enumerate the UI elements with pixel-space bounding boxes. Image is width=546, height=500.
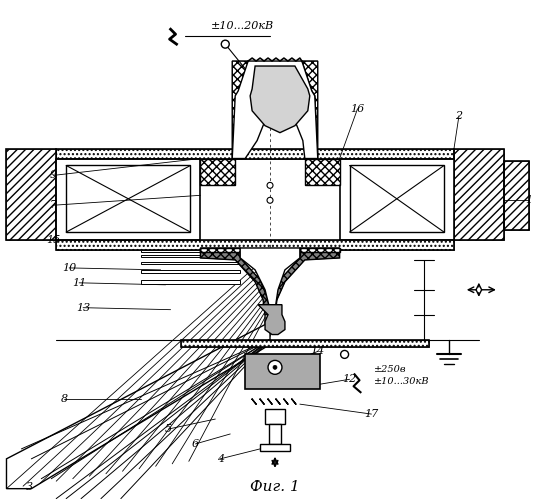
Polygon shape [340,158,454,240]
Polygon shape [141,270,240,273]
Polygon shape [302,61,318,158]
Text: 9: 9 [50,170,57,180]
Text: 8: 8 [61,394,68,404]
Polygon shape [245,354,320,389]
Text: 2: 2 [455,111,462,120]
Polygon shape [200,158,235,186]
Text: 3: 3 [26,482,33,492]
Polygon shape [141,280,240,284]
Polygon shape [300,248,340,252]
Text: 15: 15 [46,235,61,245]
Polygon shape [269,424,281,444]
Polygon shape [270,248,340,314]
Text: 5: 5 [165,424,172,434]
Polygon shape [141,250,240,252]
Text: 10: 10 [62,263,76,273]
Polygon shape [232,61,318,158]
Polygon shape [504,160,529,230]
Text: ±10...20кВ: ±10...20кВ [210,21,274,31]
Polygon shape [250,66,310,132]
Text: ±250в: ±250в [375,365,407,374]
Circle shape [267,182,273,188]
Text: 13: 13 [76,302,90,312]
Polygon shape [349,166,444,232]
Text: 16: 16 [351,104,365,114]
Polygon shape [258,304,285,334]
Text: 17: 17 [364,409,378,419]
Text: 4: 4 [217,454,224,464]
Polygon shape [260,444,290,451]
Polygon shape [240,248,300,310]
Circle shape [341,350,348,358]
Polygon shape [454,148,504,240]
Text: 11: 11 [72,278,86,288]
Polygon shape [56,158,200,240]
Polygon shape [141,262,240,264]
Circle shape [268,360,282,374]
Polygon shape [265,409,285,424]
Text: 1: 1 [525,196,532,205]
Polygon shape [7,255,270,488]
Polygon shape [56,240,454,250]
Circle shape [221,40,229,48]
Text: Фиг. 1: Фиг. 1 [250,480,300,494]
Polygon shape [232,61,248,158]
Polygon shape [7,148,56,240]
Text: 6: 6 [192,439,199,449]
Polygon shape [240,248,300,255]
Text: 7: 7 [50,200,57,210]
Polygon shape [305,158,340,186]
Text: 14: 14 [311,346,325,356]
Polygon shape [181,340,429,347]
Polygon shape [141,255,240,257]
Polygon shape [200,248,270,314]
Text: 12: 12 [342,374,357,384]
Polygon shape [66,166,191,232]
Circle shape [273,366,277,370]
Polygon shape [56,148,454,158]
Polygon shape [200,248,240,252]
Text: ±10...30кВ: ±10...30кВ [375,377,430,386]
Circle shape [267,198,273,203]
